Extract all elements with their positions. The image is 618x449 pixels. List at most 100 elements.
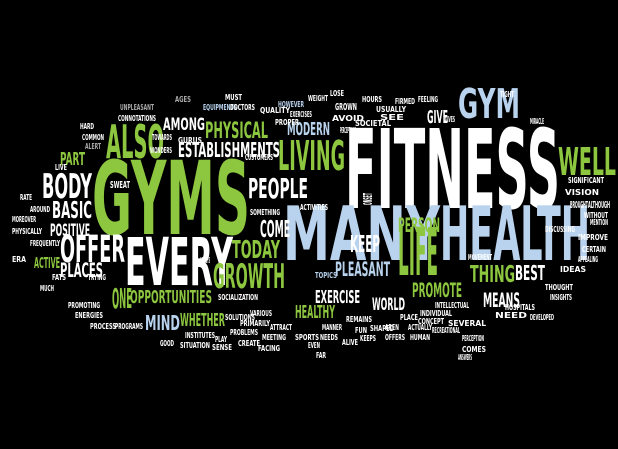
word: KEEP xyxy=(350,231,380,258)
word: SITUATION xyxy=(180,340,210,350)
word: INSTITUTES xyxy=(185,330,215,340)
word: ALSO xyxy=(106,115,164,169)
word: CERTAIN xyxy=(582,244,606,254)
word: AGES xyxy=(175,94,191,104)
word: BODY xyxy=(42,167,93,207)
word: PHYSICAL xyxy=(205,119,268,144)
word: PERSON xyxy=(398,214,440,237)
word: THING xyxy=(470,261,515,288)
word: MANY xyxy=(283,190,441,278)
word: DOCTORS xyxy=(230,102,255,112)
word: THOUGHT xyxy=(545,282,573,292)
word: INSIGHTS xyxy=(550,292,572,302)
word: CUSTOMERS xyxy=(245,152,273,162)
word: COME xyxy=(260,216,290,243)
word: WEIGHT xyxy=(308,93,328,103)
word: CONCEPT xyxy=(418,316,444,326)
word: LIFE xyxy=(398,214,438,291)
word: NEED xyxy=(495,310,527,320)
word: PROMOTE xyxy=(412,279,462,302)
word: MIND xyxy=(145,311,180,335)
word: SOCIALIZATION xyxy=(218,292,258,302)
word: PERCEPTION xyxy=(462,333,484,343)
word: GOOD xyxy=(160,338,174,348)
word: PROGRAMS xyxy=(115,321,143,331)
word: PROMOTING xyxy=(68,300,100,310)
word: QUALITY xyxy=(260,105,291,115)
word: HEALTH xyxy=(440,190,590,278)
word: FAR xyxy=(316,350,326,360)
word: MOVEMENT xyxy=(468,252,492,262)
word: RATE xyxy=(20,192,32,202)
word: HOURS xyxy=(362,94,382,104)
word: TIGHT xyxy=(500,89,514,99)
word: NEEDS xyxy=(320,332,338,342)
word: SOLUTIONS xyxy=(225,312,255,322)
word: ANSWERS xyxy=(458,352,472,362)
word: PART xyxy=(60,149,85,170)
word: COMMON xyxy=(82,132,104,142)
word: ONSET xyxy=(361,193,375,205)
word: EXERCISES xyxy=(290,109,312,119)
word: GO xyxy=(0,0,10,2)
word: IMPROVE xyxy=(578,232,608,242)
word: PLEASANT xyxy=(335,258,390,281)
word: PROCESS xyxy=(90,321,116,331)
word: SIGNIFICANT xyxy=(568,175,604,185)
word: VARIOUS xyxy=(250,308,272,318)
word: FUN xyxy=(355,325,367,335)
word: VISION xyxy=(565,187,599,197)
word: PLACE xyxy=(400,312,418,322)
word: ACTIVITIES xyxy=(300,202,328,212)
word: APPEALING xyxy=(578,254,598,264)
word: SPORTS xyxy=(295,332,319,342)
word: GET xyxy=(0,0,10,2)
word: LIVING xyxy=(278,132,345,180)
word: ALTHOUGH xyxy=(588,200,610,211)
word: ONE xyxy=(112,284,132,315)
word: EVERY xyxy=(125,224,234,301)
word: EVEN xyxy=(308,340,320,350)
word: POSITIVE xyxy=(50,221,90,240)
word: OPPORTUNITIES xyxy=(130,287,212,308)
word: GIVES xyxy=(445,114,455,124)
word: LOSE xyxy=(330,88,344,98)
word: ALIVE xyxy=(342,337,358,347)
word: ACTUALLY xyxy=(408,322,433,332)
word: ASPECTS xyxy=(200,255,210,265)
word: TOWARDS xyxy=(152,132,172,142)
word: FACING xyxy=(258,343,280,353)
word: AREN xyxy=(385,322,399,332)
word: SEE xyxy=(380,112,404,122)
word: GROWN xyxy=(335,102,357,113)
word: SOCIETAL xyxy=(355,118,391,128)
word: MIRACLE xyxy=(530,116,544,126)
word: HEALTHY xyxy=(295,302,336,323)
word: BROUGHT xyxy=(570,200,588,211)
word: GIVE xyxy=(427,107,448,128)
word: LIVE xyxy=(55,162,67,172)
word: WORLD xyxy=(372,295,405,314)
word: PHYSICALLY xyxy=(12,226,43,236)
word: INDIVIDUAL xyxy=(420,308,452,318)
word: WELL xyxy=(558,140,616,185)
word: TODAY xyxy=(232,235,281,264)
word: MEETING xyxy=(262,332,286,342)
word: GURUS xyxy=(178,135,202,145)
word: PROPER xyxy=(275,117,299,127)
word: HOSPITALS xyxy=(505,302,535,312)
word: HOWEVER xyxy=(278,99,304,109)
word: ACTIVE xyxy=(34,254,60,272)
word: HARD xyxy=(80,121,94,131)
word: PLACES xyxy=(60,259,103,282)
word: GYMS xyxy=(92,140,250,258)
word: AMONG xyxy=(163,115,205,134)
word: FIRMED xyxy=(395,96,415,106)
word: CONNOTATIONS xyxy=(118,113,156,123)
word: MUCH xyxy=(40,283,54,293)
word: MANNER xyxy=(322,322,342,332)
word: DEVELOPED xyxy=(530,312,554,322)
word: MENTION xyxy=(590,217,608,227)
word: FREQUENTLY xyxy=(30,238,61,248)
